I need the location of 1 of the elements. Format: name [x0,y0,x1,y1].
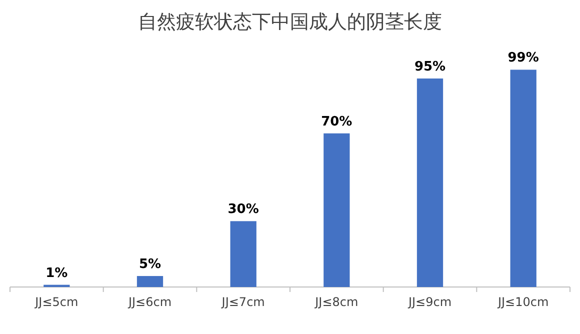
title: 自然疲软状态下中国成人的阴茎长度 [138,11,442,33]
